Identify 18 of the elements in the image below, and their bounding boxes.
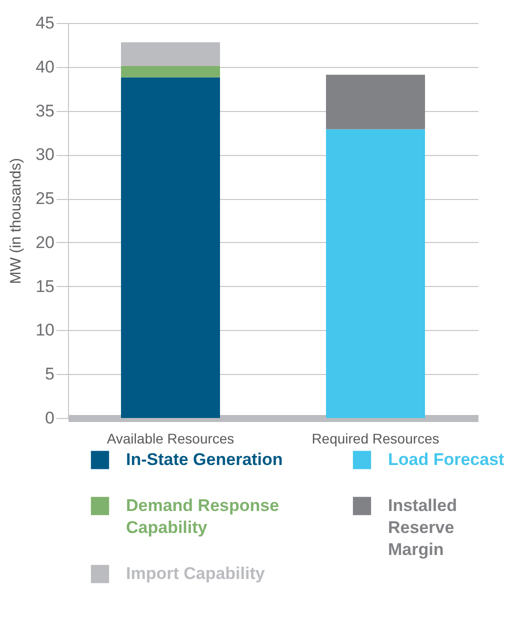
legend-label: Load Forecast xyxy=(388,450,505,469)
legend-label: Installed Reserve Margin xyxy=(388,496,457,559)
y-tick-label: 35 xyxy=(36,101,54,120)
y-tick-label: 15 xyxy=(36,276,54,296)
y-tick-label: 10 xyxy=(36,320,54,340)
y-tick-label: 30 xyxy=(36,145,54,164)
legend-label: Import Capability xyxy=(126,564,266,583)
y-tick-label: 25 xyxy=(36,189,54,208)
x-tick-label: Required Resources xyxy=(312,430,440,446)
y-tick-label: 0 xyxy=(45,408,54,428)
x-tick-label: Available Resources xyxy=(106,430,234,446)
legend-label: Demand Response Capability xyxy=(126,496,280,537)
legend-label: In-State Generation xyxy=(126,450,283,469)
y-axis-title: MW (in thousands) xyxy=(8,158,25,284)
y-tick-label: 20 xyxy=(36,232,54,252)
y-tick-label: 5 xyxy=(45,364,54,384)
y-tick-label: 45 xyxy=(36,14,54,32)
y-tick-label: 40 xyxy=(36,57,54,76)
